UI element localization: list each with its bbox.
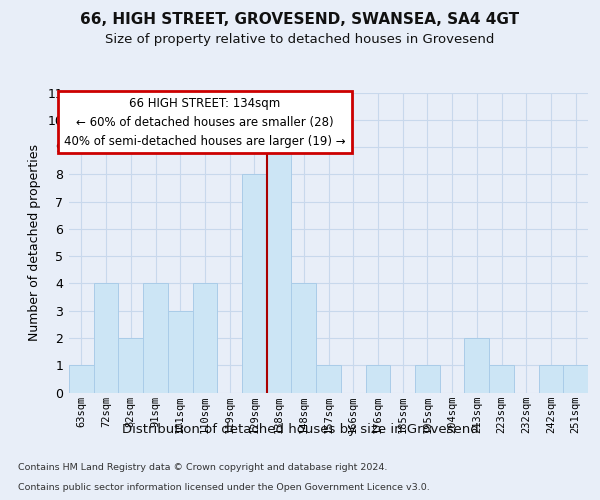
Bar <box>539 365 563 392</box>
Text: Size of property relative to detached houses in Grovesend: Size of property relative to detached ho… <box>106 32 494 46</box>
Text: Distribution of detached houses by size in Grovesend: Distribution of detached houses by size … <box>122 422 478 436</box>
Bar <box>489 365 514 392</box>
Bar <box>168 310 193 392</box>
Y-axis label: Number of detached properties: Number of detached properties <box>28 144 41 341</box>
Bar <box>242 174 267 392</box>
Bar <box>94 284 118 393</box>
Bar <box>316 365 341 392</box>
Bar <box>464 338 489 392</box>
Bar <box>118 338 143 392</box>
Text: 66 HIGH STREET: 134sqm
← 60% of detached houses are smaller (28)
40% of semi-det: 66 HIGH STREET: 134sqm ← 60% of detached… <box>64 96 346 148</box>
Bar <box>267 147 292 392</box>
Bar <box>193 284 217 393</box>
Text: 66, HIGH STREET, GROVESEND, SWANSEA, SA4 4GT: 66, HIGH STREET, GROVESEND, SWANSEA, SA4… <box>80 12 520 28</box>
Bar <box>143 284 168 393</box>
Text: Contains public sector information licensed under the Open Government Licence v3: Contains public sector information licen… <box>18 484 430 492</box>
Bar <box>365 365 390 392</box>
Bar <box>69 365 94 392</box>
Bar <box>292 284 316 393</box>
Bar <box>563 365 588 392</box>
Bar <box>415 365 440 392</box>
Text: Contains HM Land Registry data © Crown copyright and database right 2024.: Contains HM Land Registry data © Crown c… <box>18 464 388 472</box>
